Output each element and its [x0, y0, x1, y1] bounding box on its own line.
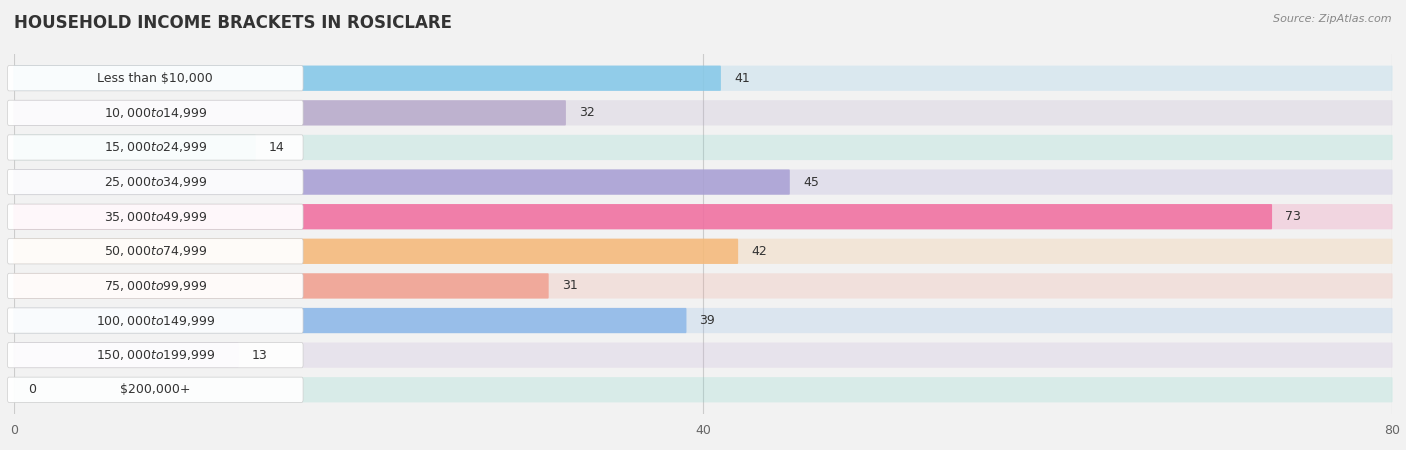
- FancyBboxPatch shape: [7, 66, 304, 91]
- FancyBboxPatch shape: [14, 342, 1392, 368]
- FancyBboxPatch shape: [14, 204, 1392, 230]
- Text: 42: 42: [751, 245, 768, 258]
- Text: 45: 45: [803, 176, 818, 189]
- FancyBboxPatch shape: [7, 273, 304, 298]
- FancyBboxPatch shape: [7, 308, 304, 333]
- Text: Less than $10,000: Less than $10,000: [97, 72, 214, 85]
- FancyBboxPatch shape: [14, 204, 1272, 230]
- FancyBboxPatch shape: [14, 100, 1392, 126]
- FancyBboxPatch shape: [14, 377, 1392, 402]
- Text: $10,000 to $14,999: $10,000 to $14,999: [104, 106, 207, 120]
- FancyBboxPatch shape: [7, 377, 304, 402]
- FancyBboxPatch shape: [14, 342, 239, 368]
- Text: $200,000+: $200,000+: [120, 383, 191, 396]
- FancyBboxPatch shape: [14, 135, 256, 160]
- Text: 73: 73: [1285, 210, 1301, 223]
- FancyBboxPatch shape: [14, 273, 1392, 298]
- Text: $50,000 to $74,999: $50,000 to $74,999: [104, 244, 207, 258]
- FancyBboxPatch shape: [14, 308, 686, 333]
- Text: 14: 14: [269, 141, 285, 154]
- Text: 0: 0: [28, 383, 35, 396]
- FancyBboxPatch shape: [7, 100, 304, 126]
- FancyBboxPatch shape: [14, 273, 548, 298]
- FancyBboxPatch shape: [7, 204, 304, 230]
- Text: 41: 41: [734, 72, 749, 85]
- FancyBboxPatch shape: [14, 66, 1392, 91]
- Text: 39: 39: [700, 314, 716, 327]
- FancyBboxPatch shape: [7, 238, 304, 264]
- FancyBboxPatch shape: [14, 170, 790, 195]
- FancyBboxPatch shape: [14, 66, 721, 91]
- Text: $100,000 to $149,999: $100,000 to $149,999: [96, 314, 215, 328]
- Text: HOUSEHOLD INCOME BRACKETS IN ROSICLARE: HOUSEHOLD INCOME BRACKETS IN ROSICLARE: [14, 14, 453, 32]
- FancyBboxPatch shape: [14, 170, 1392, 195]
- Text: 31: 31: [562, 279, 578, 292]
- Text: $150,000 to $199,999: $150,000 to $199,999: [96, 348, 215, 362]
- Text: 32: 32: [579, 106, 595, 119]
- Text: $35,000 to $49,999: $35,000 to $49,999: [104, 210, 207, 224]
- FancyBboxPatch shape: [14, 135, 1392, 160]
- Text: $15,000 to $24,999: $15,000 to $24,999: [104, 140, 207, 154]
- FancyBboxPatch shape: [14, 308, 1392, 333]
- FancyBboxPatch shape: [7, 342, 304, 368]
- Text: $75,000 to $99,999: $75,000 to $99,999: [104, 279, 207, 293]
- FancyBboxPatch shape: [7, 135, 304, 160]
- FancyBboxPatch shape: [14, 238, 738, 264]
- Text: $25,000 to $34,999: $25,000 to $34,999: [104, 175, 207, 189]
- FancyBboxPatch shape: [14, 100, 565, 126]
- Text: Source: ZipAtlas.com: Source: ZipAtlas.com: [1274, 14, 1392, 23]
- Text: 13: 13: [252, 349, 267, 362]
- FancyBboxPatch shape: [7, 170, 304, 195]
- FancyBboxPatch shape: [14, 238, 1392, 264]
